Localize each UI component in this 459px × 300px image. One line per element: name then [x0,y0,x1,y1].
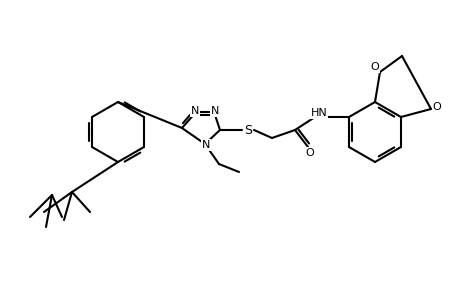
Text: N: N [210,106,218,116]
Text: N: N [202,140,210,150]
Text: S: S [243,124,252,136]
Text: N: N [190,106,199,116]
Text: O: O [370,62,379,72]
Text: O: O [431,102,440,112]
Text: O: O [305,148,313,158]
Text: HN: HN [310,108,327,118]
